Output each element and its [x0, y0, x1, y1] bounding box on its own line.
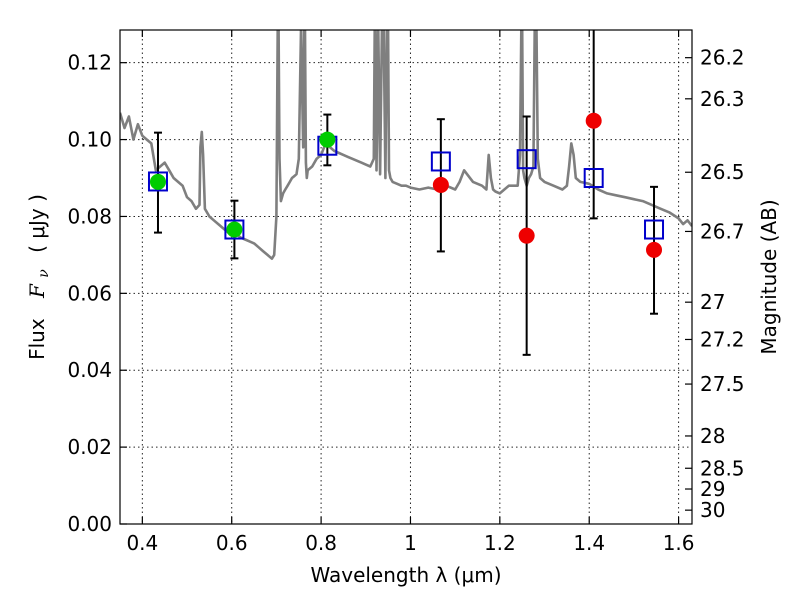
y2-tick-label: 29: [700, 477, 725, 501]
y2-axis-label: Magnitude (AB): [757, 199, 781, 354]
x-tick-label: 0.8: [305, 531, 337, 555]
y-tick-label: 0.02: [67, 435, 112, 459]
y-axis-label-symbol: F: [25, 283, 49, 299]
y2-tick-label: 26.7: [700, 219, 745, 243]
y-tick-label: 0.00: [67, 512, 112, 536]
y2-tick-label: 27: [700, 290, 725, 314]
y-axis-label: Flux F ν ( μJy ): [25, 194, 53, 360]
axis-ticks: 0.4 0.6 0.8 1 1.2 1.4 1.6 0.00 0.02 0.04 0.06 0.08 0…: [67, 30, 745, 555]
y2-tick-label: 26.3: [700, 87, 745, 111]
data-markers: [147, 112, 665, 258]
x-axis-label: Wavelength λ (μm): [310, 563, 501, 587]
model-flux-square: [224, 219, 245, 240]
model-flux-square: [430, 151, 451, 172]
green-data-point: [319, 131, 336, 148]
red-data-point: [432, 176, 449, 193]
y2-tick-label: 26.2: [700, 46, 745, 70]
y2-tick-label: 28: [700, 424, 725, 448]
y2-tick-label: 28.5: [700, 456, 745, 480]
y2-tick-label: 27.5: [700, 372, 745, 396]
model-flux-square: [147, 171, 168, 192]
y-tick-label: 0.04: [67, 358, 112, 382]
model-flux-square: [516, 149, 537, 170]
y2-tick-label: 27.2: [700, 327, 745, 351]
y-tick-label: 0.10: [67, 128, 112, 152]
y-axis-label-subscript: ν: [36, 269, 52, 278]
model-spectrum-layer: [120, 30, 692, 260]
plot-frame: [119, 29, 693, 525]
error-bars: [153, 30, 659, 356]
x-tick-label: 1.4: [573, 531, 605, 555]
red-data-point: [518, 227, 535, 244]
green-data-point: [226, 221, 243, 238]
svg-text:Flux F ν ( μ: Flux F ν ( μJy ): [25, 194, 53, 360]
model-flux-square: [583, 168, 604, 189]
y-tick-label: 0.12: [67, 51, 112, 75]
red-data-point: [585, 112, 602, 129]
y-tick-label: 0.06: [67, 281, 112, 305]
y-axis-label-unit: ( μJy ): [25, 194, 49, 253]
x-tick-label: 1.2: [484, 531, 516, 555]
y2-tick-label: 30: [700, 498, 725, 522]
x-tick-label: 0.4: [126, 531, 158, 555]
y2-tick-label: 26.5: [700, 160, 745, 184]
model-flux-square: [644, 219, 665, 240]
x-tick-label: 1.6: [663, 531, 695, 555]
model-spectrum-line: [120, 30, 692, 260]
red-data-point: [646, 241, 663, 258]
y-tick-label: 0.08: [67, 204, 112, 228]
x-tick-label: 0.6: [216, 531, 248, 555]
grid: [120, 30, 692, 525]
y-axis-label-text: Flux: [25, 318, 49, 360]
x-tick-label: 1: [404, 531, 417, 555]
green-data-point: [149, 173, 166, 190]
